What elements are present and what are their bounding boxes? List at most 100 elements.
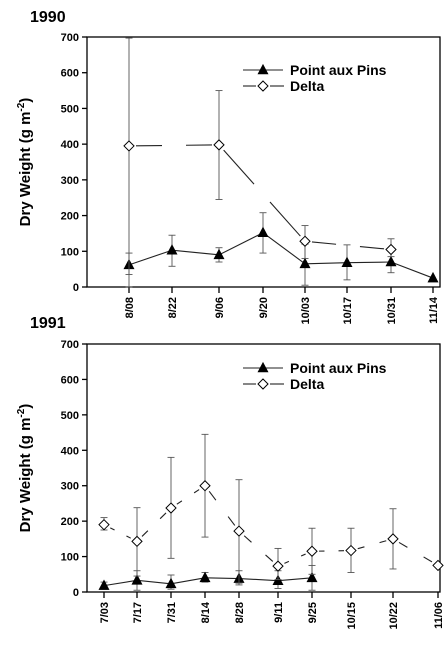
series-line-segment — [208, 490, 217, 501]
x-tick-label: 9/06 — [214, 297, 226, 318]
legend-entry: Delta — [243, 376, 324, 392]
data-point — [199, 571, 211, 583]
y-tick-label: 300 — [61, 481, 79, 493]
series-line-segment — [176, 500, 183, 505]
legend-label: Delta — [290, 78, 324, 94]
series-line-segment — [398, 541, 408, 548]
chart-panel-1990: 1990 0 100 200 300 400 500 600 700 Dry Weight (g … — [16, 9, 441, 325]
data-point — [166, 244, 178, 255]
plot-frame — [86, 343, 441, 593]
series-line-segment — [423, 556, 433, 563]
x-tick-label: 7/17 — [132, 602, 144, 623]
y-tick-label: 200 — [61, 516, 79, 528]
data-point — [213, 248, 225, 260]
series-line-segment — [218, 232, 264, 256]
series-line-segment — [311, 241, 337, 245]
data-point — [299, 235, 311, 247]
legend-marker — [257, 378, 269, 390]
series-line-segment — [284, 560, 290, 564]
series-line-segment — [223, 149, 255, 185]
data-point — [306, 545, 318, 557]
series-line-segment — [238, 577, 279, 582]
data-point — [341, 256, 353, 268]
x-tick-label: 10/03 — [300, 297, 312, 325]
x-tick-label: 11/06 — [433, 602, 445, 629]
legend-marker — [257, 63, 269, 75]
data-point — [272, 560, 284, 572]
data-point — [385, 255, 397, 267]
x-tick-label: 10/22 — [388, 602, 400, 630]
series-line-segment — [141, 530, 149, 537]
data-point — [385, 243, 397, 256]
series-delta — [98, 433, 444, 584]
data-point — [299, 257, 311, 269]
y-axis-label: Dry Weight (g m-2) — [16, 98, 34, 227]
x-tick-label: 10/31 — [386, 297, 398, 325]
data-point — [387, 533, 399, 545]
series-point-aux-pins — [98, 564, 318, 591]
x-tick-label: 8/28 — [234, 602, 246, 623]
series-line-segment — [128, 249, 173, 266]
chart-title: 1991 — [30, 315, 66, 332]
x-tick-label: 10/15 — [346, 602, 358, 630]
series-line-segment — [243, 535, 252, 543]
legend-marker — [257, 361, 269, 373]
series-line-segment — [390, 261, 434, 279]
series-line-segment — [346, 261, 392, 264]
data-point — [345, 544, 357, 557]
y-tick-label: 0 — [73, 587, 79, 599]
y-tick-label: 700 — [61, 339, 79, 351]
data-point — [213, 139, 225, 151]
y-tick-label: 500 — [61, 103, 79, 115]
y-axis-label: Dry Weight (g m-2) — [16, 404, 34, 533]
legend-entry: Delta — [243, 78, 324, 94]
x-tick-label: 10/17 — [342, 297, 354, 325]
series-line-segment — [159, 512, 167, 520]
series-line-segment — [359, 245, 385, 250]
series-delta — [123, 37, 397, 288]
data-point — [257, 226, 269, 238]
data-point — [432, 559, 444, 572]
x-tick-label: 8/22 — [167, 297, 179, 318]
y-tick-label: 300 — [61, 175, 79, 187]
series-line-segment — [304, 262, 348, 265]
y-tick-label: 500 — [61, 410, 79, 422]
series-line-segment — [357, 546, 365, 550]
series-line-segment — [126, 535, 131, 539]
y-tick-label: 0 — [73, 282, 79, 294]
x-tick-label: 7/03 — [99, 602, 111, 623]
series-line-segment — [277, 577, 313, 582]
y-tick-label: 200 — [61, 211, 79, 223]
chart-panel-1991: 1991 0 100 200 300 400 500 600 700 Dry Weight (g … — [16, 315, 445, 630]
series-line-segment — [193, 489, 200, 494]
x-tick-label: 11/14 — [428, 296, 440, 324]
data-point — [131, 574, 143, 585]
legend-entry: Point aux Pins — [243, 360, 387, 376]
x-tick-label: 9/20 — [258, 297, 270, 318]
y-tick-label: 700 — [61, 32, 79, 44]
y-tick-label: 100 — [61, 552, 79, 564]
data-point — [306, 571, 318, 583]
y-tick-label: 100 — [61, 246, 79, 258]
data-point — [165, 577, 177, 589]
chart-title: 1990 — [30, 9, 66, 26]
x-tick-label: 8/14 — [200, 601, 212, 623]
y-tick-label: 600 — [61, 68, 79, 80]
series-line-segment — [300, 553, 306, 557]
y-tick-label: 400 — [61, 139, 79, 151]
series-line-segment — [110, 527, 115, 531]
data-point — [131, 535, 143, 548]
series-line-segment — [265, 554, 274, 562]
data-point — [98, 579, 110, 590]
data-point — [233, 525, 245, 537]
series-line-segment — [227, 516, 236, 526]
y-tick-label: 400 — [61, 445, 79, 457]
legend-label: Point aux Pins — [290, 62, 387, 78]
series-line-segment — [171, 249, 220, 256]
data-point — [199, 480, 211, 492]
x-tick-label: 9/25 — [307, 602, 319, 623]
series-line-segment — [170, 577, 206, 585]
